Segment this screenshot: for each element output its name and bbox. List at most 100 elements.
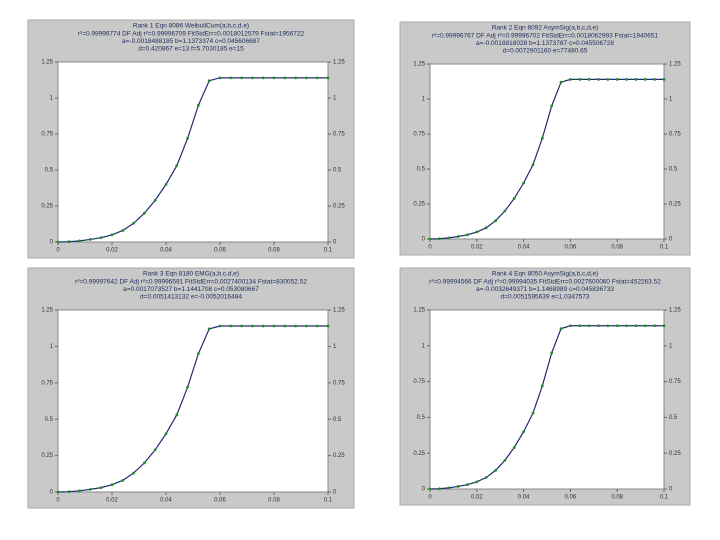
data-point [99, 486, 103, 490]
data-point [578, 78, 582, 81]
data-point [89, 487, 92, 491]
data-point [67, 240, 71, 244]
fit-stats: r²=0.99997642 DF Adj r²=0.99996591 FitSt… [75, 279, 307, 286]
data-point [56, 490, 60, 494]
data-point [475, 230, 479, 234]
data-point [164, 183, 168, 186]
data-point [625, 324, 628, 328]
data-point [437, 237, 441, 241]
fit-stats: d=0.0072901160 e=77480.65 [503, 48, 588, 55]
data-point [229, 324, 233, 328]
data-point [578, 324, 582, 328]
x-tick-label: 0.04 [518, 495, 530, 501]
data-point [447, 486, 451, 490]
x-tick-label: 0.1 [660, 245, 669, 251]
data-point [229, 76, 233, 80]
data-point [559, 327, 563, 331]
x-tick-label: 0.1 [324, 248, 333, 254]
x-tick-label: 0 [56, 248, 60, 254]
data-point [540, 384, 544, 388]
data-point [634, 78, 638, 81]
fit-stats: a=-0.0018488185 b=1.1373374 c=0.04560668… [122, 38, 260, 45]
y2-tick-label: 0.25 [669, 202, 681, 208]
data-point [437, 487, 441, 491]
y2-tick-label: 0.5 [669, 415, 678, 421]
plot-area [57, 309, 329, 493]
plot-area [429, 63, 665, 240]
x-tick-label: 0 [428, 495, 432, 501]
data-point [643, 324, 647, 328]
fit-stats: d=0.0051595639 e=1.0347573 [501, 294, 590, 301]
data-point [153, 448, 157, 452]
x-tick-label: 0.02 [106, 498, 118, 504]
data-point [466, 233, 469, 237]
fit-curve [57, 325, 328, 493]
fit-stats: d=0.420867 e=13 f=5.7030185 e=15 [138, 46, 244, 53]
x-tick-label: 0.1 [660, 495, 669, 501]
chart-title: Rank 3 Eqn 8180 EMG(a,b,c,d,e) [143, 271, 239, 278]
data-point [207, 327, 211, 331]
data-point [522, 430, 525, 434]
y-tick-label: 0 [50, 490, 54, 496]
plot-area [429, 309, 665, 490]
data-point [531, 163, 535, 167]
data-point [484, 226, 488, 230]
y-tick-label: 0.75 [41, 132, 53, 138]
data-point [132, 221, 136, 225]
data-point [559, 80, 563, 84]
data-point [550, 104, 554, 108]
y2-tick-label: 0.75 [669, 132, 681, 138]
x-tick-label: 0.08 [268, 498, 280, 504]
y-tick-label: 0.75 [413, 132, 425, 138]
data-point [78, 489, 81, 493]
data-point [175, 413, 179, 417]
data-point [569, 324, 572, 328]
data-point [305, 324, 308, 328]
y-tick-label: 1.25 [413, 308, 425, 314]
y2-tick-label: 1 [669, 97, 673, 103]
data-point [186, 136, 190, 140]
data-point [272, 76, 276, 80]
data-point [531, 411, 535, 415]
y-tick-label: 1.25 [41, 60, 53, 66]
data-point [326, 76, 330, 80]
data-point [294, 324, 297, 328]
fit-curve [429, 325, 664, 490]
x-tick-label: 0.08 [611, 495, 623, 501]
y2-tick-label: 1.25 [669, 308, 681, 314]
x-tick-label: 0.02 [106, 248, 118, 254]
y2-tick-label: 0.5 [333, 168, 342, 174]
y2-tick-label: 0.5 [333, 417, 342, 423]
data-point [494, 219, 497, 223]
data-point [456, 485, 460, 488]
data-point [625, 78, 628, 81]
x-tick-label: 0.04 [160, 248, 172, 254]
data-point [606, 324, 610, 328]
fit-stats: a=0.0017073527 b=1.1441708 c=0.053080667 [123, 286, 259, 293]
y2-tick-label: 0 [333, 490, 337, 496]
y2-tick-label: 1.25 [333, 60, 345, 66]
y2-tick-label: 1 [333, 96, 337, 102]
x-tick-label: 0.06 [214, 498, 226, 504]
data-point [218, 76, 222, 80]
data-point [615, 324, 619, 328]
data-point [653, 78, 657, 81]
data-point [326, 324, 330, 328]
x-tick-label: 0.1 [324, 498, 333, 504]
plot-area [57, 61, 329, 243]
data-point [175, 164, 179, 168]
y2-tick-label: 0 [669, 237, 673, 243]
fit-stats: a=-0.0032649371 b=1.1468989 c=0.04583673… [476, 286, 614, 293]
data-point [240, 76, 244, 80]
data-point [261, 76, 265, 80]
y-tick-label: 0 [422, 487, 426, 493]
data-point [587, 78, 591, 81]
data-point [615, 78, 619, 81]
y-tick-label: 0.25 [413, 202, 425, 208]
data-point [305, 76, 308, 80]
data-point [569, 78, 572, 81]
y-tick-label: 1 [50, 96, 54, 102]
data-point [315, 324, 319, 328]
y2-tick-label: 1.25 [333, 308, 345, 314]
chart-title: Rank 1 Eqn 8086 WeibullCum(a,b,c,d,e) [133, 23, 249, 30]
